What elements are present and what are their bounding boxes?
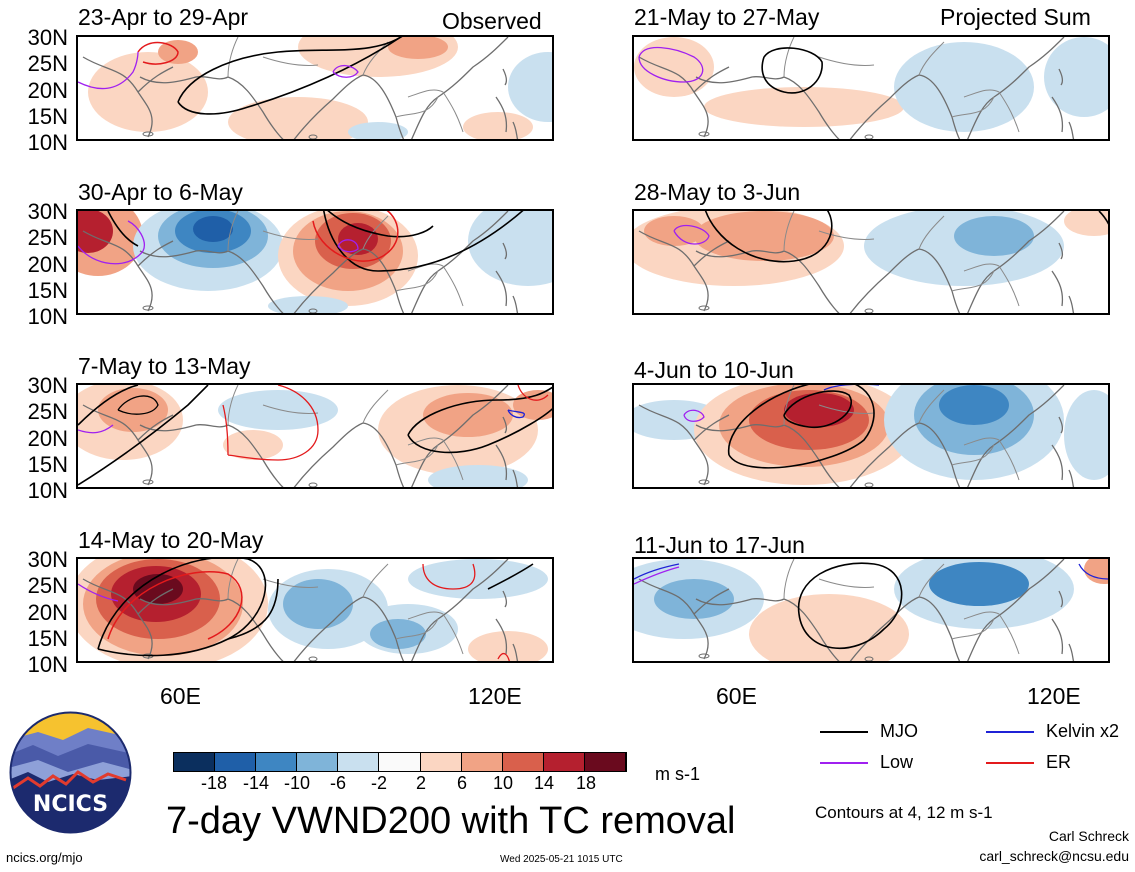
lat-label: 30N — [27, 25, 68, 50]
colorbar-cell — [420, 753, 462, 771]
footer-url: ncics.org/mjo — [6, 850, 83, 865]
lat-label: 25N — [27, 399, 68, 424]
colorbar-tick: -14 — [242, 773, 270, 793]
lon-label-60e-left: 60E — [160, 683, 201, 709]
legend-label-kelvin: Kelvin x2 — [1046, 721, 1120, 741]
panel-title-left-3: 7-May to 13-May — [78, 353, 251, 379]
legend-swatch-low — [820, 762, 868, 764]
colorbar-cell — [461, 753, 503, 771]
colorbar-cell — [502, 753, 544, 771]
map-panel-right-1 — [632, 35, 1110, 141]
figure-title: 7-day VWND200 with TC removal — [166, 800, 736, 842]
colorbar-cell — [543, 753, 585, 771]
legend-label-low: Low — [880, 752, 914, 772]
colorbar-tick: 18 — [575, 773, 597, 793]
lat-label: 15N — [27, 278, 68, 303]
lat-label: 10N — [27, 130, 68, 155]
colorbar-cell — [174, 753, 216, 771]
map-panel-right-2 — [632, 209, 1110, 315]
map-panel-left-4 — [76, 557, 554, 663]
colorbar — [173, 752, 627, 772]
panel-title-left-1: 23-Apr to 29-Apr — [78, 4, 249, 30]
header-projected-sum: Projected Sum — [940, 4, 1091, 30]
panel-title-left-4: 14-May to 20-May — [78, 527, 264, 553]
legend-swatch-kelvin — [986, 731, 1034, 733]
colorbar-cell — [379, 753, 421, 771]
colorbar-cell — [256, 753, 298, 771]
lat-label: 20N — [27, 426, 68, 451]
lat-label: 10N — [27, 478, 68, 503]
map-panel-left-2 — [76, 209, 554, 315]
colorbar-tick: -6 — [329, 773, 347, 793]
lat-label: 20N — [27, 78, 68, 103]
panel-title-right-4: 11-Jun to 17-Jun — [634, 532, 805, 558]
colorbar-cell — [338, 753, 380, 771]
header-observed: Observed — [442, 8, 542, 34]
map-panel-left-3 — [76, 383, 554, 489]
colorbar-tick: 14 — [533, 773, 555, 793]
lat-label: 20N — [27, 252, 68, 277]
map-panel-right-4 — [632, 557, 1110, 663]
lat-label: 10N — [27, 304, 68, 329]
panel-title-right-1: 21-May to 27-May — [634, 4, 820, 30]
lat-label: 30N — [27, 199, 68, 224]
colorbar-labels: -18 -14 -10 -6 -2 2 6 10 14 18 — [173, 773, 627, 797]
lat-label: 10N — [27, 652, 68, 677]
lat-label: 25N — [27, 573, 68, 598]
lat-label: 15N — [27, 452, 68, 477]
legend-label-er: ER — [1046, 752, 1072, 772]
footer-timestamp: Wed 2025-05-21 1015 UTC — [500, 854, 623, 865]
lat-label: 15N — [27, 626, 68, 651]
colorbar-tick: -10 — [283, 773, 311, 793]
lat-label: 30N — [27, 547, 68, 572]
lat-label: 15N — [27, 104, 68, 129]
author-name: Carl Schreck — [1048, 828, 1129, 844]
colorbar-tick: -2 — [370, 773, 388, 793]
lat-label: 30N — [27, 373, 68, 398]
logo-text: NCICS — [32, 792, 109, 817]
legend-swatch-er — [986, 762, 1034, 764]
lat-label: 20N — [27, 600, 68, 625]
legend-label-mjo: MJO — [880, 721, 918, 741]
panel-title-right-2: 28-May to 3-Jun — [634, 179, 801, 205]
lon-label-120e-right: 120E — [1027, 683, 1081, 709]
colorbar-tick: 10 — [492, 773, 514, 793]
ncics-logo: NCICS — [8, 710, 133, 835]
colorbar-tick: 6 — [456, 773, 468, 793]
colorbar-tick: 2 — [415, 773, 427, 793]
lon-label-120e-left: 120E — [468, 683, 522, 709]
author-email: carl_schreck@ncsu.edu — [979, 848, 1129, 864]
colorbar-tick: -18 — [200, 773, 228, 793]
panel-title-left-2: 30-Apr to 6-May — [78, 179, 243, 205]
colorbar-cell — [215, 753, 257, 771]
colorbar-cell — [297, 753, 339, 771]
map-panel-left-1 — [76, 35, 554, 141]
map-panel-right-3 — [632, 383, 1110, 489]
lat-label: 25N — [27, 225, 68, 250]
lat-label: 25N — [27, 51, 68, 76]
contours-note: Contours at 4, 12 m s-1 — [815, 803, 993, 822]
colorbar-cell — [584, 753, 627, 771]
colorbar-unit: m s-1 — [655, 764, 700, 784]
lon-label-60e-right: 60E — [716, 683, 757, 709]
panel-title-right-3: 4-Jun to 10-Jun — [634, 357, 794, 383]
legend-swatch-mjo — [820, 731, 868, 733]
